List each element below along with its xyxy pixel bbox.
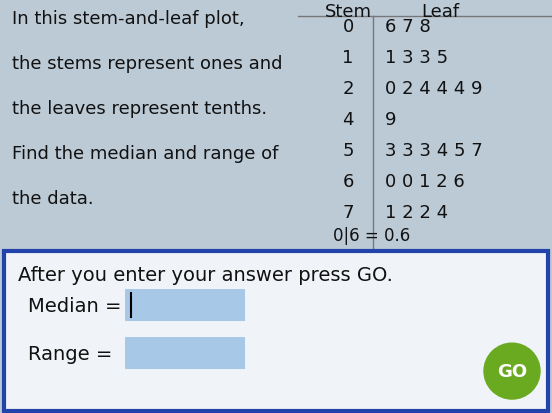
Text: the leaves represent tenths.: the leaves represent tenths. [12,100,267,118]
Text: 1 3 3 5: 1 3 3 5 [385,49,448,67]
FancyBboxPatch shape [125,290,245,321]
Text: 7: 7 [342,203,354,221]
Text: Range =: Range = [28,344,113,363]
Text: 6 7 8: 6 7 8 [385,18,431,36]
Text: 9: 9 [385,111,396,128]
Text: 4: 4 [342,111,354,128]
Text: 0: 0 [342,18,354,36]
Text: the data.: the data. [12,189,94,207]
Text: the stems represent ones and: the stems represent ones and [12,55,283,73]
Text: 2: 2 [342,80,354,97]
Text: 6: 6 [342,172,354,190]
Text: 0 2 4 4 4 9: 0 2 4 4 4 9 [385,80,482,97]
FancyBboxPatch shape [4,252,548,411]
Text: Stem: Stem [325,3,371,21]
Text: In this stem-and-leaf plot,: In this stem-and-leaf plot, [12,10,245,28]
Text: 1: 1 [342,49,354,67]
Text: 3 3 3 4 5 7: 3 3 3 4 5 7 [385,141,483,159]
Text: GO: GO [497,362,527,380]
Text: Leaf: Leaf [421,3,459,21]
FancyBboxPatch shape [125,337,245,369]
Circle shape [484,343,540,399]
Text: After you enter your answer press GO.: After you enter your answer press GO. [18,266,393,285]
Text: Median =: Median = [28,296,121,315]
Text: Find the median and range of: Find the median and range of [12,145,278,162]
Text: 0 0 1 2 6: 0 0 1 2 6 [385,172,465,190]
Text: 1 2 2 4: 1 2 2 4 [385,203,448,221]
Text: 5: 5 [342,141,354,159]
Text: 0|6 = 0.6: 0|6 = 0.6 [333,226,410,244]
